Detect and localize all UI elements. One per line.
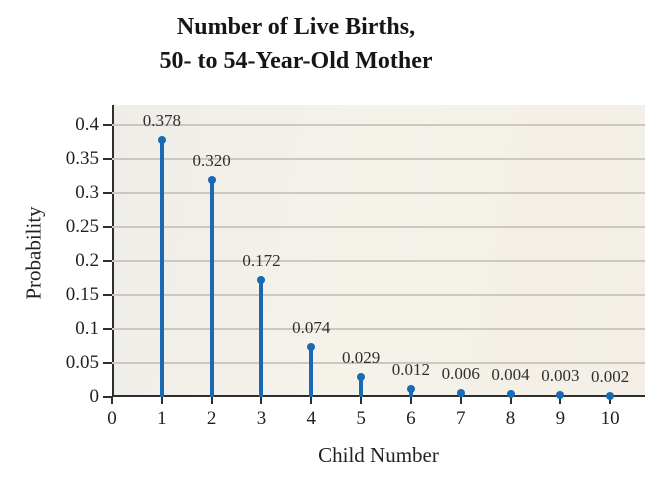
stem [259, 280, 264, 397]
data-point-dot [257, 276, 266, 285]
data-point-dot [357, 373, 366, 382]
y-tick-label: 0.1 [75, 318, 99, 340]
x-tick [210, 397, 213, 404]
x-tick-label: 0 [107, 408, 117, 429]
x-tick [111, 397, 113, 404]
y-tick-label: 0.3 [75, 182, 99, 204]
data-point-label: 0.003 [541, 365, 580, 385]
y-tick [103, 260, 112, 263]
y-tick [103, 362, 112, 365]
y-tick-label: 0.35 [65, 148, 99, 170]
y-tick-label: 0.05 [65, 352, 99, 374]
y-axis-line [112, 105, 114, 397]
data-point-label: 0.004 [491, 365, 530, 385]
x-tick-label: 3 [256, 408, 267, 429]
x-tick [609, 397, 612, 404]
stem [408, 388, 413, 397]
gridline [112, 260, 645, 263]
gridline [112, 158, 645, 161]
x-tick [360, 397, 363, 404]
x-axis-title: Child Number [318, 443, 439, 467]
data-point-dot [157, 136, 166, 145]
plot-area: 0 0.05 0.1 0.15 0.2 0.25 0.3 0.35 0.4 0 1 2 3 4 5 6 7 8 9 1… [66, 105, 645, 429]
data-point-dot [606, 391, 615, 400]
y-tick-label: 0 [89, 386, 100, 407]
x-axis-line [112, 395, 645, 397]
x-tick [459, 397, 462, 404]
y-tick-label: 0.2 [75, 250, 99, 272]
gridline [112, 328, 645, 331]
stem [159, 140, 164, 397]
y-tick-label: 0.4 [75, 114, 99, 136]
x-tick-label: 9 [555, 408, 566, 429]
y-tick [103, 226, 112, 229]
x-tick [409, 397, 412, 404]
y-axis-title: Probability [21, 206, 46, 300]
chart-title: Number of Live Births, 50- to 54-Year-Ol… [0, 10, 592, 78]
data-point-label: 0.002 [591, 366, 630, 386]
data-point-label: 0.074 [292, 317, 331, 337]
y-tick [103, 124, 112, 127]
x-tick-label: 2 [206, 408, 217, 429]
data-point-dot [456, 388, 465, 397]
y-tick [103, 192, 112, 195]
data-point-dot [556, 390, 565, 399]
y-tick [103, 158, 112, 161]
stem [209, 179, 214, 397]
data-point-dot [307, 342, 316, 351]
data-point-label: 0.172 [242, 251, 281, 271]
x-tick-label: 4 [306, 408, 317, 429]
stem [359, 377, 364, 397]
gridline [112, 294, 645, 297]
x-tick [559, 397, 562, 404]
y-tick [103, 294, 112, 297]
gridline [112, 124, 645, 127]
gridline [112, 192, 645, 195]
x-tick-label: 5 [356, 408, 366, 429]
data-point-label: 0.006 [441, 363, 480, 383]
x-tick [509, 397, 512, 404]
data-point-label: 0.378 [142, 111, 181, 131]
data-point-dot [406, 384, 415, 393]
data-point-label: 0.012 [391, 359, 430, 379]
data-point-label: 0.320 [192, 150, 231, 170]
y-tick [103, 328, 112, 331]
y-tick-label: 0.25 [65, 216, 99, 238]
stem [309, 346, 314, 397]
x-tick [260, 397, 263, 404]
gridline [112, 362, 645, 365]
chart-title-line-2: 50- to 54-Year-Old Mother [159, 48, 433, 74]
x-tick-label: 6 [406, 408, 416, 429]
x-tick-label: 1 [157, 408, 167, 429]
x-tick-label: 7 [455, 408, 466, 429]
x-tick-label: 10 [600, 408, 620, 429]
gridline [112, 226, 645, 229]
data-point-dot [506, 390, 515, 399]
data-point-label: 0.029 [341, 348, 381, 368]
y-tick-label: 0.15 [65, 284, 99, 306]
chart-title-line-1: Number of Live Births, [176, 14, 416, 40]
x-tick-label: 8 [505, 408, 516, 429]
x-tick [310, 397, 313, 404]
data-point-dot [207, 175, 216, 184]
y-tick [103, 396, 112, 398]
x-tick [160, 397, 163, 404]
